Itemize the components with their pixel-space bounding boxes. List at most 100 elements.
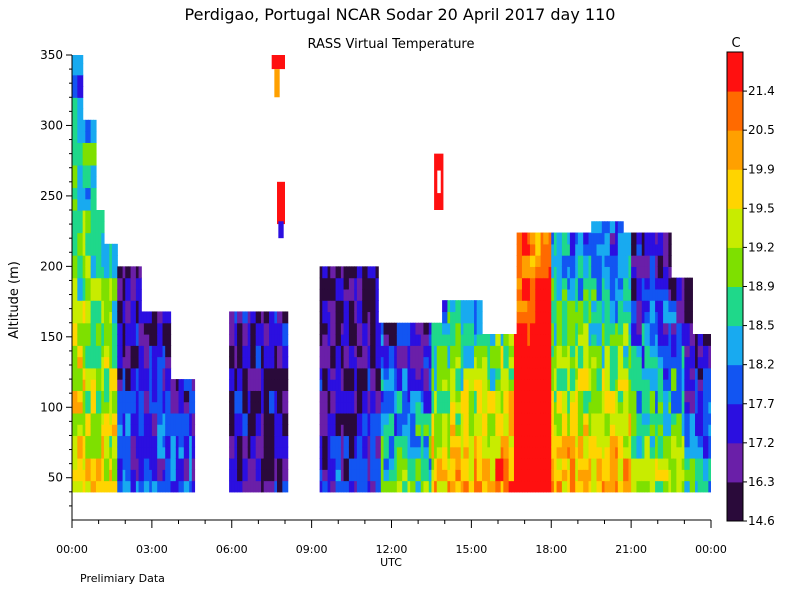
- heatmap-cell: [354, 480, 358, 493]
- heatmap-cell: [367, 367, 371, 380]
- heatmap-cell: [279, 446, 283, 459]
- heatmap-cell: [479, 424, 483, 437]
- heatmap-cell: [348, 266, 353, 279]
- heatmap-cell: [474, 367, 478, 380]
- heatmap-cell: [500, 480, 504, 493]
- heatmap-cell: [623, 300, 627, 313]
- heatmap-cell: [186, 446, 190, 459]
- heatmap-cell: [77, 469, 81, 482]
- heatmap-cell: [279, 412, 283, 425]
- heatmap-cell: [641, 288, 646, 301]
- heatmap-cell: [319, 345, 323, 358]
- heatmap-cell: [346, 458, 350, 470]
- heatmap-cell: [359, 345, 363, 358]
- heatmap-cell: [572, 446, 576, 459]
- heatmap-cell: [500, 435, 504, 448]
- heatmap-cell: [490, 446, 494, 459]
- heatmap-cell: [135, 379, 140, 391]
- heatmap-cell: [636, 480, 640, 493]
- heatmap-cell: [636, 266, 640, 279]
- heatmap-cell: [692, 356, 696, 369]
- heatmap-cell: [466, 390, 470, 403]
- heatmap-cell: [535, 300, 539, 313]
- heatmap-cell: [263, 458, 267, 470]
- heatmap-cell: [447, 401, 451, 414]
- heatmap-cell: [633, 334, 638, 346]
- heatmap-cell: [625, 458, 630, 470]
- heatmap-cell: [572, 334, 576, 346]
- heatmap-cell: [681, 345, 685, 358]
- heatmap-cell: [599, 390, 603, 403]
- heatmap-cell: [620, 345, 624, 358]
- heatmap-cell: [356, 401, 361, 414]
- heatmap-cell: [396, 401, 401, 414]
- heatmap-cell: [463, 379, 467, 391]
- heatmap-cell: [407, 480, 411, 493]
- heatmap-cell: [569, 356, 574, 369]
- heatmap-cell: [548, 255, 552, 267]
- heatmap-cell: [266, 334, 270, 346]
- heatmap-cell: [444, 379, 449, 391]
- heatmap-cell: [324, 424, 329, 437]
- heatmap-cell: [508, 345, 512, 358]
- heatmap-cell: [74, 164, 78, 177]
- heatmap-cell: [79, 97, 84, 110]
- heatmap-cell: [663, 424, 667, 437]
- heatmap-cell: [266, 480, 270, 493]
- heatmap-cell: [415, 412, 419, 425]
- heatmap-cell: [631, 480, 635, 493]
- heatmap-cell: [660, 390, 664, 403]
- heatmap-cell: [559, 345, 563, 358]
- heatmap-cell: [247, 469, 251, 482]
- heatmap-cell: [447, 379, 451, 391]
- heatmap-cell: [151, 379, 156, 391]
- heatmap-cell: [359, 435, 363, 448]
- heatmap-cell: [95, 277, 100, 290]
- heatmap-cell: [343, 435, 347, 448]
- heatmap-cell: [567, 232, 571, 245]
- heatmap-cell: [689, 435, 693, 448]
- heatmap-cell: [338, 379, 342, 391]
- heatmap-cell: [529, 311, 534, 324]
- heatmap-cell: [332, 367, 337, 380]
- heatmap-cell: [364, 277, 369, 290]
- heatmap-cell: [245, 435, 249, 448]
- heatmap-cell: [527, 255, 531, 267]
- heatmap-cell: [641, 435, 646, 448]
- heatmap-cell: [593, 379, 598, 391]
- heatmap-cell: [505, 469, 510, 482]
- heatmap-cell: [149, 334, 153, 346]
- heatmap-cell: [561, 243, 566, 256]
- heatmap-cell: [455, 390, 459, 403]
- y-tick-label: 250: [40, 189, 63, 203]
- heatmap-cell: [625, 266, 630, 279]
- heatmap-cell: [593, 367, 598, 380]
- heatmap-cell: [372, 458, 377, 470]
- heatmap-cell: [644, 322, 648, 335]
- colorbar: 14.616.317.217.718.218.518.919.219.519.9…: [726, 51, 775, 528]
- heatmap-cell: [119, 446, 124, 459]
- heatmap-cell: [671, 300, 675, 313]
- heatmap-cell: [540, 311, 544, 324]
- heatmap-cell: [85, 131, 89, 143]
- heatmap-cell: [122, 311, 126, 324]
- heatmap-cell: [404, 334, 409, 346]
- heatmap-cell: [657, 266, 662, 279]
- heatmap-cell: [604, 390, 608, 403]
- heatmap-cell: [521, 390, 526, 403]
- heatmap-cell: [77, 97, 81, 110]
- heatmap-cell: [378, 412, 382, 425]
- heatmap-cell: [508, 446, 512, 459]
- heatmap-cell: [487, 480, 491, 493]
- heatmap-cell: [157, 379, 161, 391]
- heatmap-cell: [263, 334, 267, 346]
- heatmap-cell: [340, 345, 345, 358]
- heatmap-cell: [519, 345, 523, 358]
- heatmap-cell: [476, 424, 480, 437]
- heatmap-cell: [450, 424, 454, 437]
- heatmap-cell: [266, 367, 270, 380]
- heatmap-cell: [572, 345, 576, 358]
- heatmap-cell: [607, 390, 611, 403]
- heatmap-cell: [609, 446, 614, 459]
- heatmap-cell: [154, 446, 158, 459]
